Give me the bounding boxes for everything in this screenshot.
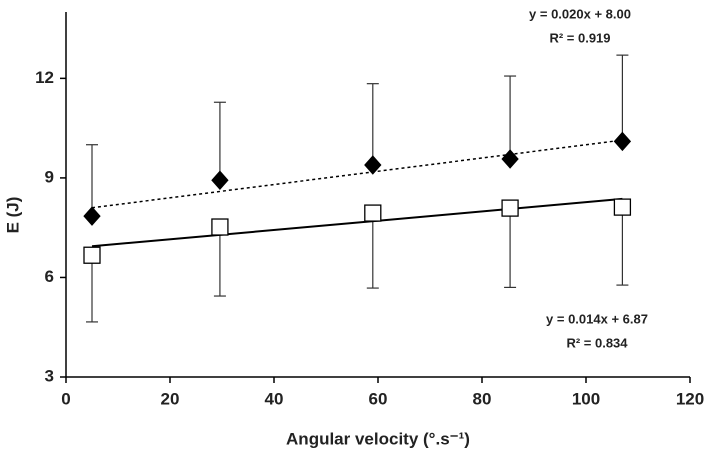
y-axis-label: E (J) [3, 197, 22, 234]
x-tick-label: 0 [61, 389, 70, 408]
x-axis-label: Angular velocity (°.s⁻¹) [286, 429, 470, 448]
x-tick-label: 100 [572, 389, 600, 408]
x-tick-label: 120 [676, 389, 704, 408]
x-tick-label: 80 [473, 389, 492, 408]
trend-r2: R² = 0.834 [566, 335, 628, 350]
trend-r2: R² = 0.919 [549, 30, 610, 45]
x-tick-label: 60 [369, 389, 388, 408]
data-point [211, 218, 229, 236]
y-tick-label: 6 [45, 267, 54, 286]
trend-equation: y = 0.020x + 8.00 [529, 6, 631, 21]
trend-line [91, 139, 623, 209]
data-point [211, 170, 229, 190]
y-tick-label: 9 [45, 167, 54, 186]
x-tick-label: 40 [265, 389, 284, 408]
trend-line [91, 197, 623, 248]
y-tick-label: 12 [35, 68, 54, 87]
data-point [364, 155, 382, 175]
data-point [364, 204, 382, 222]
y-tick-label: 3 [45, 366, 54, 385]
trend-equation: y = 0.014x + 6.87 [546, 311, 648, 326]
data-point [501, 199, 519, 217]
data-point [613, 198, 632, 216]
data-point [83, 246, 101, 264]
data-point [83, 206, 101, 226]
data-point [501, 149, 519, 169]
data-point [613, 131, 632, 152]
x-tick-label: 20 [161, 389, 180, 408]
